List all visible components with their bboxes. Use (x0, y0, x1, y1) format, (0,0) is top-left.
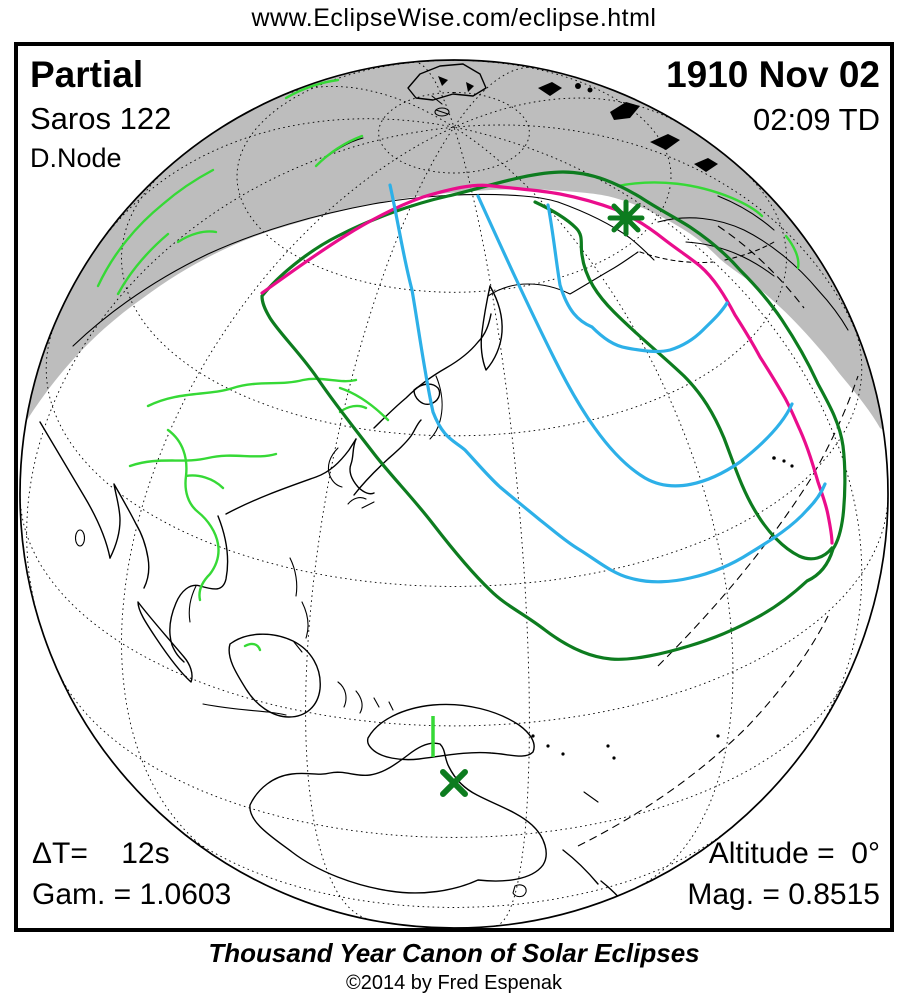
magnitude-label: Mag. = 0.8515 (687, 878, 880, 911)
max-eclipse-curve (260, 183, 834, 545)
asterisk-icon (607, 199, 645, 237)
time-label: 02:09 TD (753, 102, 880, 137)
globe-disk (20, 60, 888, 928)
x-icon (440, 769, 468, 797)
greatest-eclipse-marker (607, 199, 645, 237)
gamma-label: Gam. = 1.0603 (32, 878, 232, 911)
eclipse-globe-svg (19, 59, 889, 928)
x-marker (440, 769, 468, 797)
eclipse-type-label: Partial (30, 54, 144, 95)
inner-limit-curve (533, 200, 834, 561)
penumbra-limit-loop (260, 170, 847, 661)
header-url: www.EclipseWise.com/eclipse.html (251, 4, 657, 32)
night-region (20, 60, 888, 448)
rise-set-curve-inner (546, 203, 729, 354)
series-title: Thousand Year Canon of Solar Eclipses (208, 938, 700, 968)
map-panel: Partial Saros 122 D.Node 1910 Nov 02 02:… (14, 42, 894, 932)
country-borders (96, 78, 800, 652)
rise-set-curve-outer (388, 183, 827, 584)
copyright: ©2014 by Fred Espenak (346, 972, 562, 994)
altitude-label: Altitude = 0° (708, 837, 880, 870)
saros-label: Saros 122 (30, 101, 172, 136)
rise-set-curve-middle (476, 194, 794, 488)
globe-rim (19, 59, 889, 928)
dashed-lines (577, 225, 859, 847)
date-label: 1910 Nov 02 (666, 54, 880, 95)
node-label: D.Node (30, 143, 122, 173)
graticule (20, 60, 888, 927)
delta-t-label: ΔT= 12s (32, 837, 170, 870)
